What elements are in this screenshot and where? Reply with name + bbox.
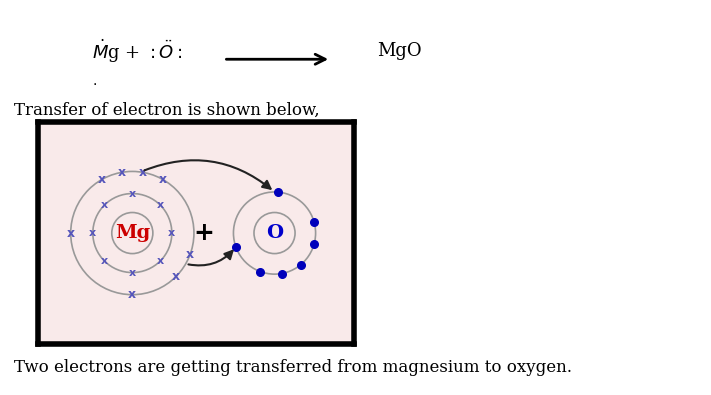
Text: x: x (169, 228, 176, 238)
Text: x: x (90, 228, 97, 238)
Text: O: O (266, 224, 283, 242)
Text: x: x (128, 288, 137, 301)
Text: $\cdot$: $\cdot$ (92, 76, 97, 90)
Text: x: x (186, 248, 194, 261)
Text: x: x (156, 200, 164, 210)
Text: x: x (101, 256, 108, 266)
FancyArrowPatch shape (188, 251, 232, 265)
Text: Mg: Mg (114, 224, 150, 242)
Text: x: x (101, 200, 108, 210)
Text: x: x (129, 188, 136, 199)
Text: Two electrons are getting transferred from magnesium to oxygen.: Two electrons are getting transferred fr… (14, 359, 572, 376)
Text: x: x (156, 256, 164, 266)
Text: x: x (117, 166, 126, 179)
Text: x: x (97, 173, 105, 186)
Text: $\dot{M}$g + $:\ddot{O}:$: $\dot{M}$g + $:\ddot{O}:$ (92, 38, 183, 65)
Text: Transfer of electron is shown below,: Transfer of electron is shown below, (14, 102, 320, 119)
Text: x: x (172, 270, 180, 283)
Text: x: x (159, 173, 167, 186)
Text: x: x (67, 227, 75, 239)
Text: +: + (193, 221, 214, 245)
Text: x: x (139, 166, 147, 179)
Text: MgO: MgO (377, 42, 422, 60)
Text: x: x (129, 267, 136, 278)
FancyArrowPatch shape (144, 160, 271, 189)
